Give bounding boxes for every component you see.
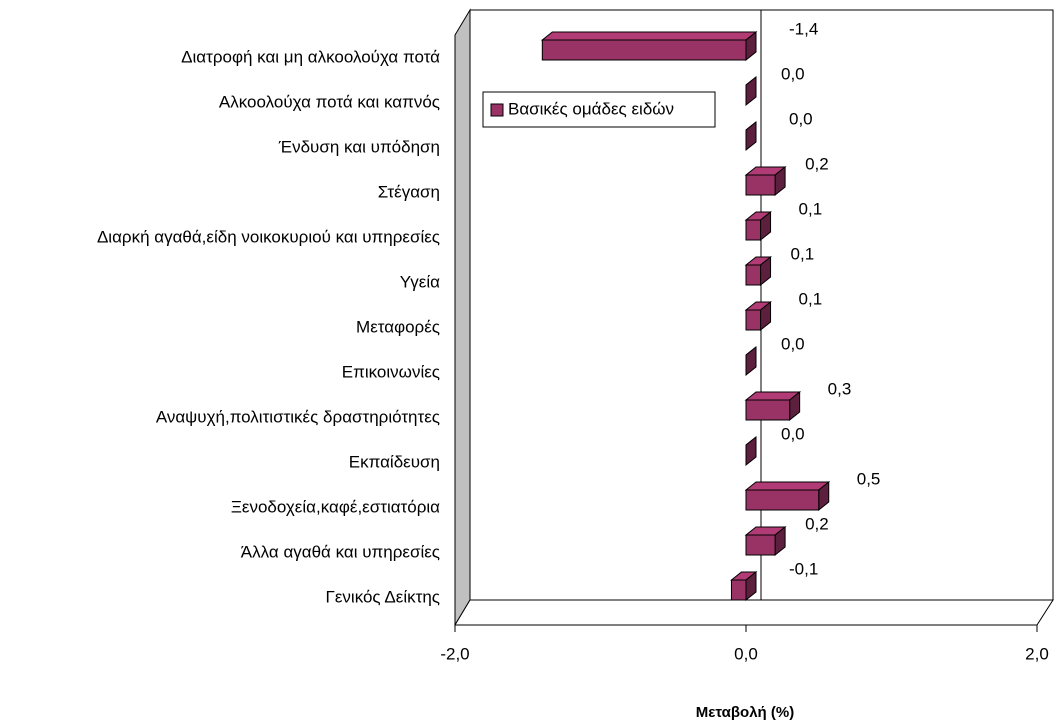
value-label: 0,2 — [805, 154, 829, 173]
y-tick-label: Επικοινωνίες — [342, 362, 440, 381]
y-tick-label: Άλλα αγαθά και υπηρεσίες — [241, 542, 440, 561]
y-tick-label: Αναψυχή,πολιτιστικές δραστηριότητες — [156, 407, 440, 426]
y-tick-label: Στέγαση — [378, 182, 440, 201]
y-tick-label: Εκπαίδευση — [349, 452, 440, 471]
bar-top — [744, 481, 831, 491]
y-tick-label: Υγεία — [400, 272, 440, 291]
bar — [745, 219, 762, 241]
bar — [745, 489, 820, 511]
bar — [745, 309, 762, 331]
bar-side — [745, 345, 757, 377]
legend-label: Βασικές ομάδες ειδών — [508, 99, 674, 118]
floor — [454, 599, 1054, 626]
bar — [730, 579, 747, 601]
x-tick-label: 2,0 — [1025, 644, 1049, 663]
bar-side — [745, 435, 757, 467]
value-label: 0,0 — [781, 64, 805, 83]
y-tick-label: Μεταφορές — [356, 317, 440, 336]
bar — [745, 264, 762, 286]
y-tick-label: Γενικός Δείκτης — [325, 587, 440, 606]
bar-side — [745, 75, 757, 107]
bar — [745, 174, 776, 196]
side-wall — [454, 8, 471, 627]
x-axis-title: Μεταβολή (%) — [696, 704, 794, 721]
legend-box — [482, 91, 716, 128]
bar-top — [540, 31, 758, 41]
value-label: 0,1 — [791, 244, 815, 263]
bar — [745, 534, 776, 556]
value-label: -0,1 — [789, 559, 818, 578]
y-tick-label: Ένδυση και υπόδηση — [278, 137, 440, 156]
value-label: 0,5 — [857, 469, 881, 488]
value-label: 0,1 — [799, 199, 823, 218]
y-tick-label: Αλκοολούχα ποτά και καπνός — [219, 92, 440, 111]
y-tick-label: Διατροφή και μη αλκοολούχα ποτά — [181, 47, 440, 66]
x-tick-label: 0,0 — [734, 644, 758, 663]
value-label: 0,0 — [789, 109, 813, 128]
x-tick-label: -2,0 — [440, 644, 469, 663]
value-label: 0,1 — [799, 289, 823, 308]
y-tick-label: Διαρκή αγαθά,είδη νοικοκυριού και υπηρεσ… — [97, 227, 440, 246]
value-label: 0,2 — [805, 514, 829, 533]
y-tick-label: Ξενοδοχεία,καφέ,εστιατόρια — [231, 497, 440, 516]
legend-swatch — [490, 103, 504, 117]
bar — [541, 39, 747, 61]
bar-side — [745, 120, 757, 152]
value-label: 0,3 — [828, 379, 852, 398]
value-label: 0,0 — [781, 424, 805, 443]
bar — [745, 399, 791, 421]
value-label: 0,0 — [781, 334, 805, 353]
value-label: -1,4 — [789, 19, 818, 38]
